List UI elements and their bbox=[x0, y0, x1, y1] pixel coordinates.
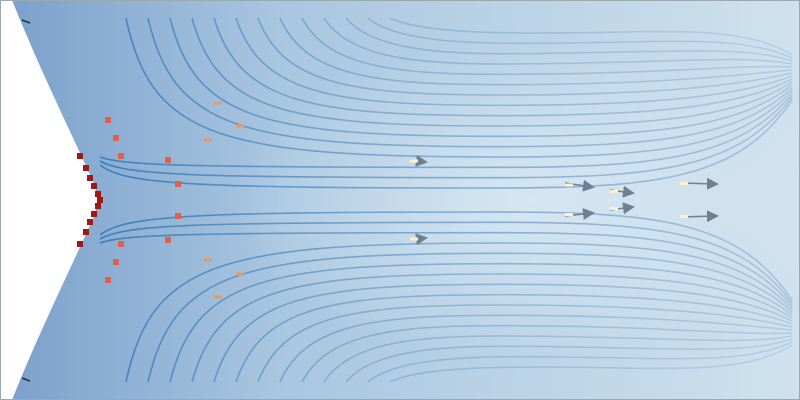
particle bbox=[113, 135, 119, 141]
streamline bbox=[147, 17, 793, 148]
particle bbox=[77, 241, 83, 247]
streamline bbox=[99, 99, 793, 189]
streamline bbox=[213, 283, 793, 383]
streamline bbox=[99, 221, 793, 304]
particles bbox=[21, 19, 719, 382]
streamline bbox=[125, 17, 793, 158]
particle bbox=[118, 241, 124, 247]
particle bbox=[113, 259, 119, 265]
tracer bbox=[410, 237, 418, 241]
streamline bbox=[301, 324, 793, 383]
tracer bbox=[236, 124, 244, 128]
streamline bbox=[389, 344, 793, 383]
tracer bbox=[680, 182, 688, 185]
tick bbox=[21, 19, 31, 24]
tracer bbox=[204, 138, 212, 142]
streamline bbox=[169, 262, 793, 383]
tracer bbox=[565, 183, 573, 187]
streamline bbox=[191, 273, 793, 383]
streamline bbox=[323, 17, 793, 65]
particle bbox=[97, 197, 103, 203]
streamline bbox=[191, 17, 793, 127]
streamline bbox=[235, 17, 793, 107]
streamline bbox=[169, 17, 793, 138]
streamlines bbox=[99, 17, 793, 383]
particle bbox=[87, 219, 93, 225]
streamline bbox=[367, 17, 793, 59]
particle bbox=[87, 175, 93, 181]
tracer bbox=[214, 295, 222, 299]
streamline bbox=[99, 231, 793, 307]
streamline bbox=[279, 17, 793, 86]
streamline bbox=[235, 293, 793, 383]
streamline bbox=[125, 242, 793, 383]
tick bbox=[21, 377, 31, 382]
streamline bbox=[257, 304, 793, 383]
particle bbox=[83, 229, 89, 235]
tracer bbox=[204, 258, 212, 262]
streamline bbox=[147, 252, 793, 383]
particle bbox=[165, 237, 171, 243]
streamline bbox=[99, 93, 793, 169]
tracer bbox=[410, 159, 418, 163]
streamline bbox=[389, 17, 793, 56]
tracer bbox=[610, 207, 618, 210]
particle bbox=[105, 117, 111, 123]
streamline bbox=[345, 338, 793, 383]
streamline bbox=[301, 17, 793, 76]
streamline bbox=[99, 211, 793, 301]
streamline bbox=[367, 341, 793, 383]
tracer bbox=[214, 101, 222, 105]
particle bbox=[83, 165, 89, 171]
streamline bbox=[213, 17, 793, 117]
particle bbox=[91, 183, 97, 189]
tracer bbox=[236, 272, 244, 276]
notch bbox=[0, 0, 97, 400]
streamline bbox=[279, 314, 793, 383]
streamline bbox=[99, 96, 793, 179]
glow bbox=[200, 40, 800, 360]
particle bbox=[118, 153, 124, 159]
particle bbox=[105, 277, 111, 283]
tracer bbox=[565, 213, 573, 216]
streamline bbox=[345, 17, 793, 62]
streamline bbox=[323, 335, 793, 383]
tracer bbox=[610, 190, 618, 193]
particle bbox=[165, 157, 171, 163]
particle bbox=[77, 153, 83, 159]
streamline bbox=[257, 17, 793, 96]
tracer bbox=[680, 215, 688, 218]
particle bbox=[91, 211, 97, 217]
particle bbox=[175, 181, 181, 187]
particle bbox=[95, 191, 101, 197]
particle bbox=[175, 213, 181, 219]
particle bbox=[95, 203, 101, 209]
